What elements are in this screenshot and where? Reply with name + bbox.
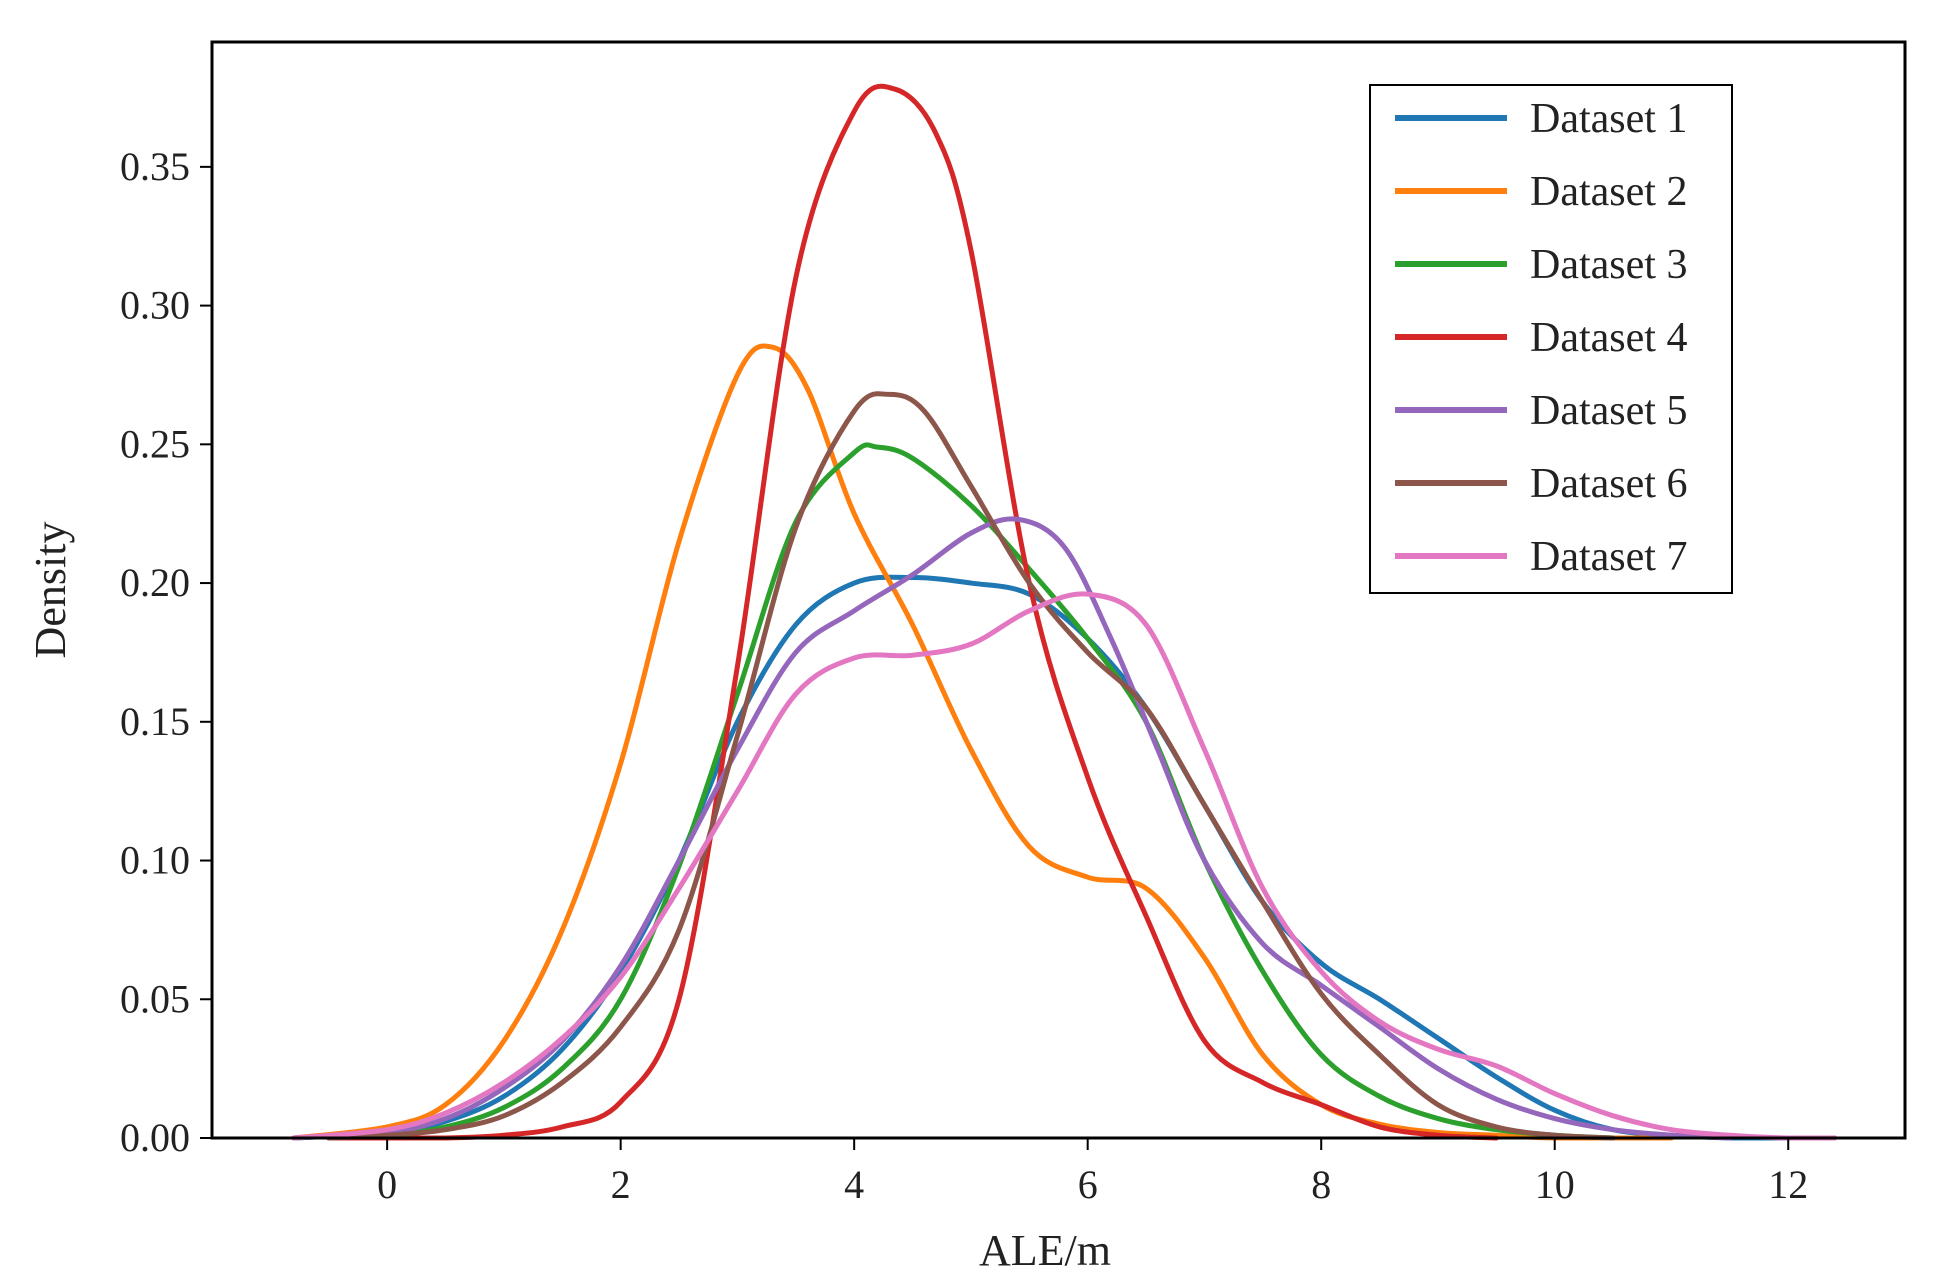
x-axis-ticks: 0 2 4 6 8 10 12	[377, 1138, 1808, 1207]
x-tick-label: 12	[1768, 1162, 1808, 1207]
legend-label-dataset-5: Dataset 5	[1530, 388, 1687, 434]
legend-label-dataset-2: Dataset 2	[1530, 169, 1687, 215]
series-layer	[291, 83, 1838, 1141]
series-line-dataset-3	[326, 442, 1616, 1141]
legend-label-dataset-4: Dataset 4	[1530, 315, 1687, 361]
y-tick-label: 0.35	[120, 144, 190, 189]
legend-label-dataset-3: Dataset 3	[1530, 242, 1687, 288]
y-axis-label: Density	[26, 522, 75, 659]
series-line-dataset-7	[291, 591, 1838, 1141]
x-tick-label: 0	[377, 1162, 397, 1207]
y-tick-label: 0.30	[120, 283, 190, 328]
y-tick-label: 0.00	[120, 1115, 190, 1160]
y-tick-label: 0.10	[120, 838, 190, 883]
y-tick-label: 0.15	[120, 699, 190, 744]
y-tick-label: 0.05	[120, 976, 190, 1021]
x-axis-label: ALE/m	[979, 1226, 1111, 1275]
y-axis-ticks: 0.00 0.05 0.10 0.15 0.20 0.25 0.30 0.35	[120, 144, 212, 1160]
legend-label-dataset-7: Dataset 7	[1530, 534, 1687, 580]
legend-items: Dataset 1 Dataset 2 Dataset 3 Dataset 4 Data…	[1395, 96, 1687, 580]
x-tick-label: 10	[1535, 1162, 1575, 1207]
series-line-dataset-6	[326, 391, 1616, 1141]
legend: Dataset 1 Dataset 2 Dataset 3 Dataset 4 Data…	[1369, 84, 1733, 594]
y-tick-label: 0.20	[120, 560, 190, 605]
x-tick-label: 8	[1311, 1162, 1331, 1207]
y-tick-label: 0.25	[120, 421, 190, 466]
x-tick-label: 4	[844, 1162, 864, 1207]
legend-label-dataset-1: Dataset 1	[1530, 96, 1687, 142]
plot-frame	[210, 40, 1907, 1140]
legend-label-dataset-6: Dataset 6	[1530, 461, 1687, 507]
x-tick-label: 2	[611, 1162, 631, 1207]
x-tick-label: 6	[1078, 1162, 1098, 1207]
series-line-dataset-4	[326, 83, 1499, 1141]
